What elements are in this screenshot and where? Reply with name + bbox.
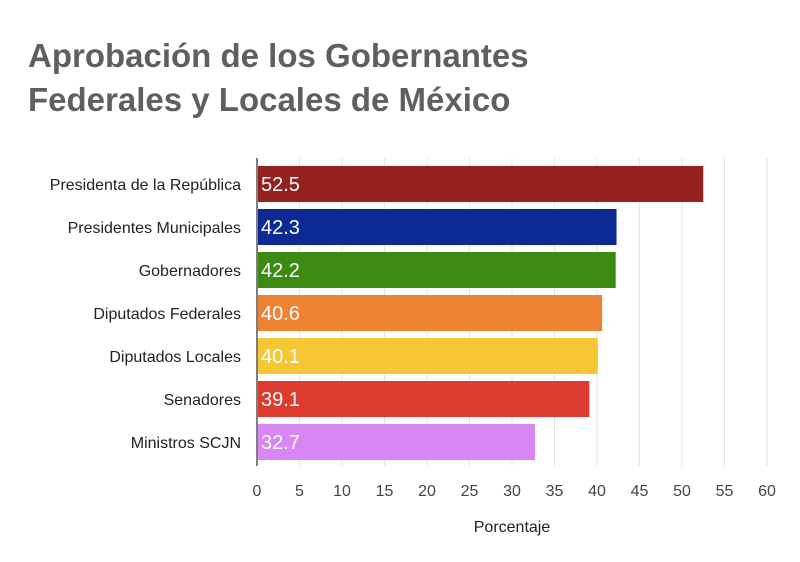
- bar: [258, 166, 704, 202]
- bar: [258, 252, 616, 288]
- x-tick-label: 20: [418, 483, 436, 500]
- data-label: 40.6: [261, 303, 300, 325]
- x-tick-label: 15: [376, 483, 394, 500]
- data-label: 40.1: [261, 346, 300, 368]
- category-label: Ministros SCJN: [131, 435, 241, 452]
- title-line-1: Aprobación de los Gobernantes: [28, 37, 529, 74]
- data-label: 32.7: [261, 432, 300, 454]
- x-tick-label: 40: [588, 483, 606, 500]
- x-tick-label: 30: [503, 483, 521, 500]
- bar: [258, 338, 598, 374]
- x-tick-label: 60: [758, 483, 776, 500]
- x-axis-label: Porcentaje: [474, 519, 551, 536]
- data-label: 42.3: [261, 217, 300, 239]
- category-label: Senadores: [164, 392, 241, 409]
- category-label: Diputados Federales: [93, 306, 241, 323]
- bar: [258, 295, 603, 331]
- x-tick-label: 55: [716, 483, 734, 500]
- category-label: Diputados Locales: [109, 349, 241, 366]
- bar: [258, 424, 535, 460]
- category-label: Presidentes Municipales: [68, 220, 241, 237]
- x-tick-label: 50: [673, 483, 691, 500]
- bar: [258, 381, 590, 417]
- category-label: Presidenta de la República: [50, 177, 241, 194]
- x-tick-label: 35: [546, 483, 564, 500]
- x-tick-label: 45: [631, 483, 649, 500]
- data-label: 39.1: [261, 389, 300, 411]
- x-tick-label: 10: [333, 483, 351, 500]
- x-tick-label: 25: [461, 483, 479, 500]
- x-tick-label: 5: [295, 483, 304, 500]
- bar: [258, 209, 617, 245]
- x-tick-label: 0: [253, 483, 262, 500]
- category-label: Gobernadores: [139, 263, 241, 280]
- title-line-2: Federales y Locales de México: [28, 81, 511, 118]
- data-label: 52.5: [261, 174, 300, 196]
- chart-title: Aprobación de los Gobernantes Federales …: [28, 34, 529, 122]
- data-label: 42.2: [261, 260, 300, 282]
